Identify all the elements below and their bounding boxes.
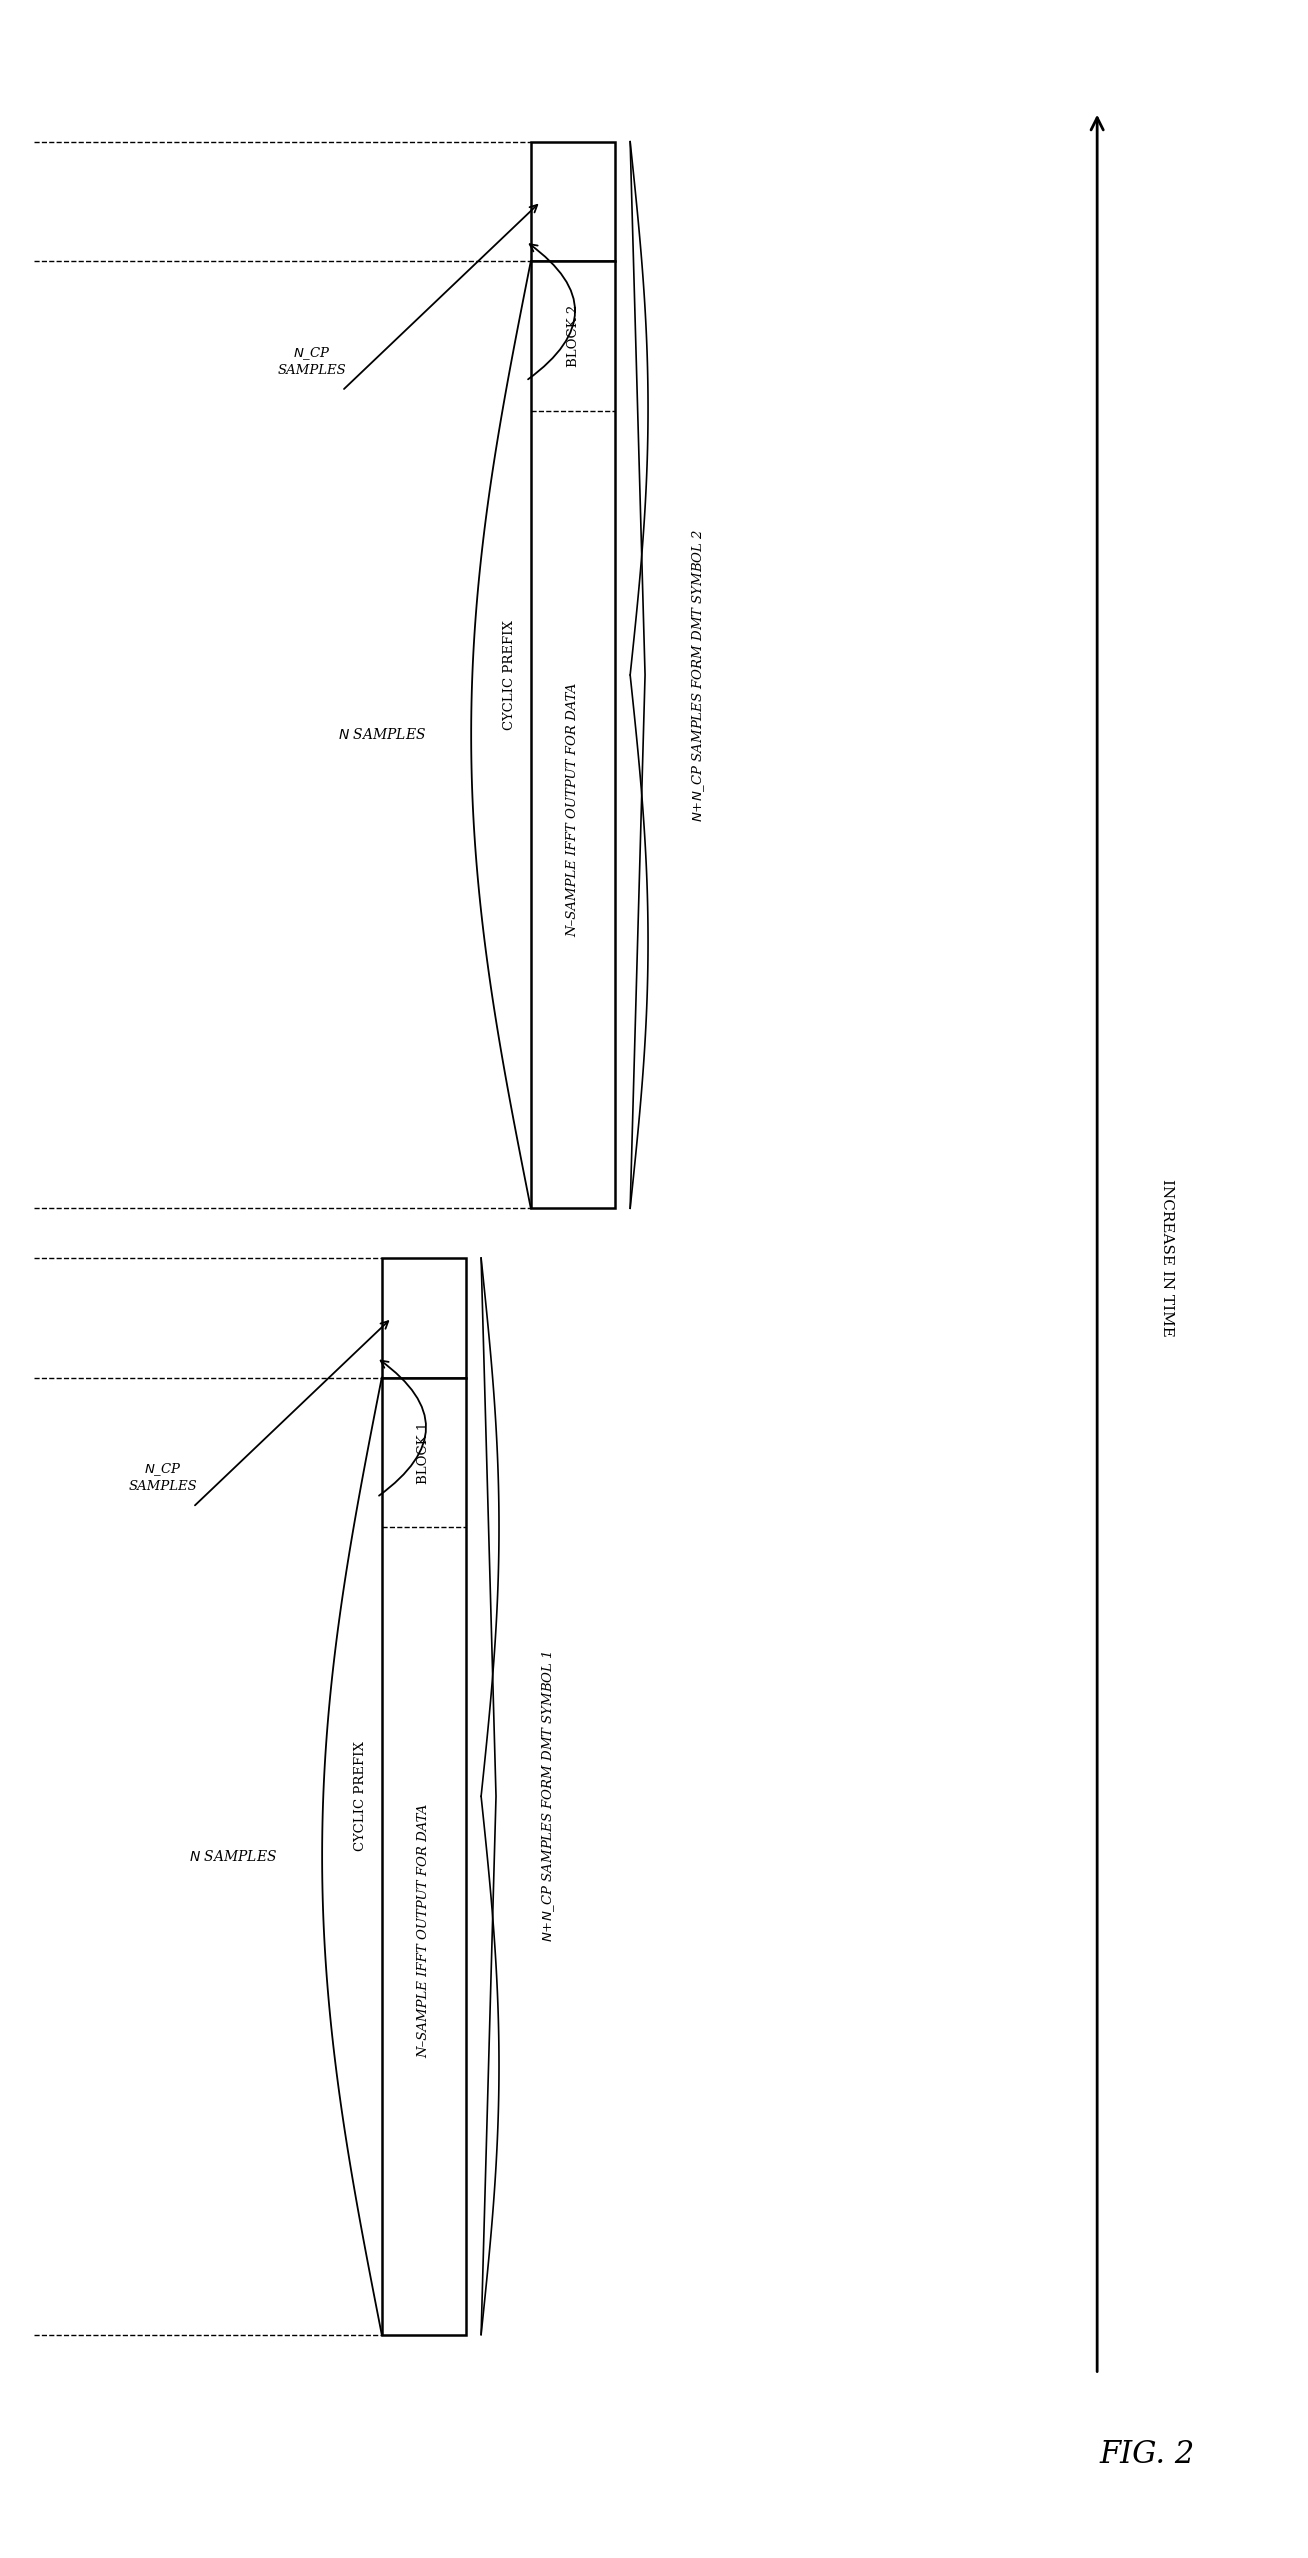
- Text: $N$_CP
SAMPLES: $N$_CP SAMPLES: [128, 1461, 198, 1494]
- Text: N–SAMPLE IFFT OUTPUT FOR DATA: N–SAMPLE IFFT OUTPUT FOR DATA: [417, 1803, 430, 2059]
- Text: INCREASE IN TIME: INCREASE IN TIME: [1160, 1179, 1173, 1338]
- Text: N–SAMPLE IFFT OUTPUT FOR DATA: N–SAMPLE IFFT OUTPUT FOR DATA: [566, 683, 579, 936]
- Text: FIG. 2: FIG. 2: [1099, 2438, 1194, 2468]
- Text: BLOCK 1: BLOCK 1: [417, 1422, 430, 1484]
- Text: $N$+$N$_CP SAMPLES FORM DMT SYMBOL 2: $N$+$N$_CP SAMPLES FORM DMT SYMBOL 2: [689, 530, 706, 821]
- Text: $N$+$N$_CP SAMPLES FORM DMT SYMBOL 1: $N$+$N$_CP SAMPLES FORM DMT SYMBOL 1: [540, 1650, 557, 1942]
- Bar: [531, 261, 615, 1207]
- Text: $N$_CP
SAMPLES: $N$_CP SAMPLES: [277, 345, 347, 376]
- Text: BLOCK 2: BLOCK 2: [566, 304, 579, 368]
- Bar: [382, 1379, 466, 2335]
- Text: CYCLIC PREFIX: CYCLIC PREFIX: [502, 619, 515, 729]
- Text: $N$ SAMPLES: $N$ SAMPLES: [188, 1849, 277, 1865]
- Text: $N$ SAMPLES: $N$ SAMPLES: [337, 726, 426, 742]
- Bar: [531, 141, 615, 261]
- Bar: [382, 1259, 466, 1379]
- Text: CYCLIC PREFIX: CYCLIC PREFIX: [354, 1742, 366, 1852]
